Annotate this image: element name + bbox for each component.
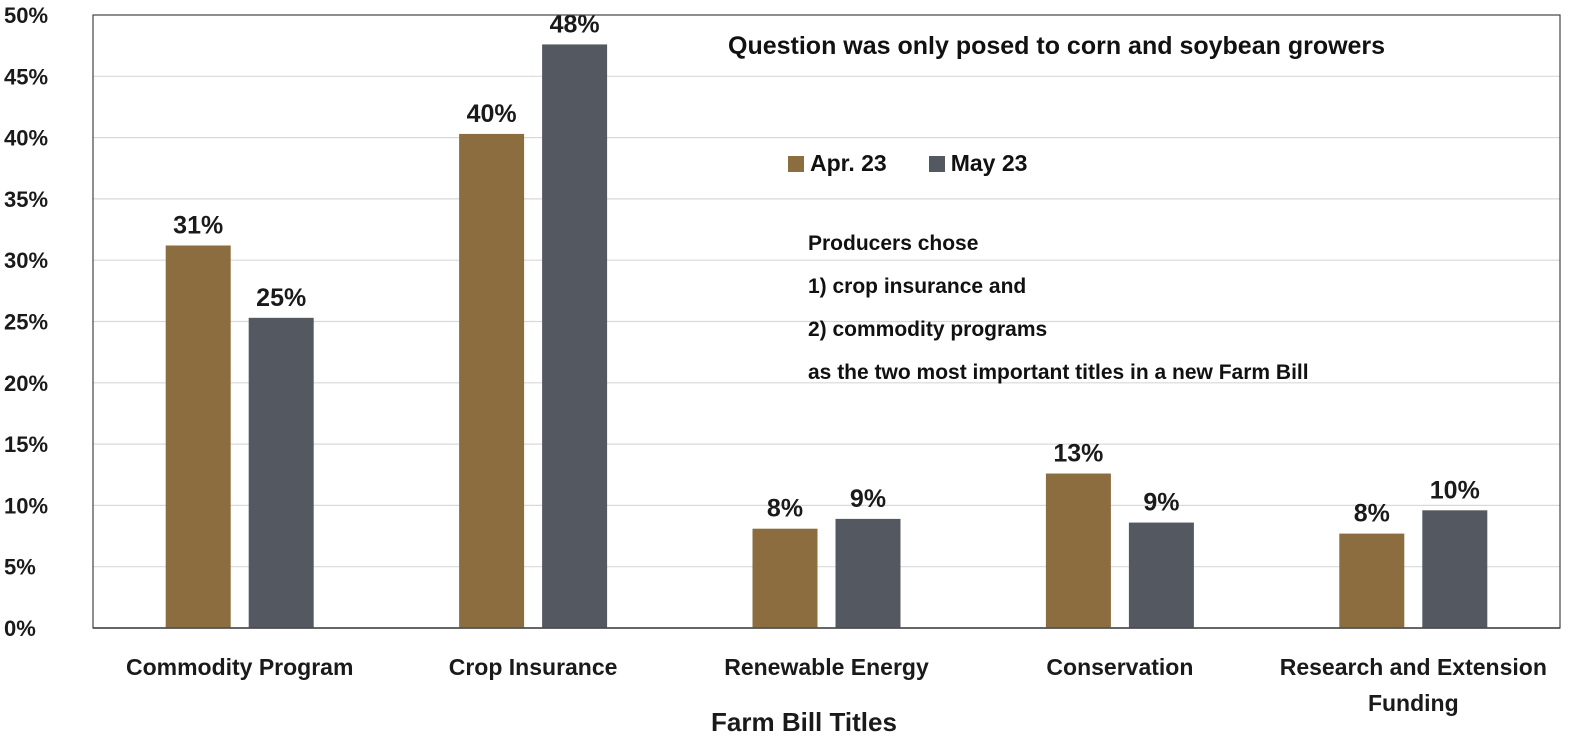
note-line-1: Producers chose [808,232,979,255]
legend-label-may: May 23 [950,150,1028,176]
y-axis-tick-labels: 0% 5% 10% 15% 20% 25% 30% 35% 40% 45% 50% [4,3,48,641]
x-tick-label: Renewable Energy [724,654,929,680]
y-tick-label: 15% [4,432,48,457]
legend-swatch-may [928,155,945,172]
x-tick-label: Funding [1368,690,1459,716]
legend-item-apr: Apr. 23 [788,150,887,177]
y-tick-label: 40% [4,126,48,151]
legend-label-apr: Apr. 23 [810,150,887,176]
note-line-3: 2) commodity programs [808,318,1048,341]
y-tick-label: 35% [4,187,48,212]
bar-may [248,317,314,628]
x-tick-label: Research and Extension [1280,654,1547,680]
bar-may [542,44,608,628]
x-tick-label: Crop Insurance [449,654,618,680]
data-label: 25% [256,284,306,312]
x-axis-title: Farm Bill Titles [711,707,897,737]
bar-apr [165,245,231,628]
x-tick-label: Conservation [1046,654,1193,680]
bar-apr [459,133,525,628]
data-label: 8% [1354,500,1390,528]
note-line-4: as the two most important titles in a ne… [808,361,1309,384]
bars [165,44,1488,628]
y-tick-label: 30% [4,248,48,273]
bar-may [1128,522,1194,628]
bar-may [1422,510,1488,628]
note-line-2: 1) crop insurance and [808,275,1027,298]
y-tick-label: 20% [4,371,48,396]
y-tick-label: 5% [4,555,36,580]
plot-frame [92,14,1561,629]
bar-apr [1045,473,1111,628]
legend-item-may: May 23 [928,150,1028,177]
data-label: 10% [1430,476,1480,504]
bar-apr [1339,533,1405,628]
data-labels: 31%25%40%48%8% 9%13%9% 8%10% [173,10,1480,527]
legend-swatch-apr [788,155,804,172]
x-tick-label: Commodity Program [126,654,353,680]
bar-may [835,518,901,628]
headline-annotation: Question was only posed to corn and soyb… [728,32,1386,60]
data-label: 9% [850,485,886,513]
data-label: 31% [173,211,223,239]
y-tick-label: 45% [4,64,48,89]
producers-note: Producers chose 1) crop insurance and 2)… [808,222,1309,394]
y-tick-label: 25% [4,310,48,335]
data-label: 40% [467,100,517,128]
y-tick-label: 0% [4,616,36,641]
data-label: 13% [1053,440,1103,468]
data-label: 8% [767,495,803,523]
legend: Apr. 23 May 23 [788,150,1027,177]
bar-apr [752,528,818,628]
y-tick-label: 10% [4,493,48,518]
data-label: 9% [1143,489,1179,517]
y-tick-label: 50% [4,3,48,28]
x-axis-tick-labels: Commodity Program Crop Insurance Renewable… [126,654,1547,716]
